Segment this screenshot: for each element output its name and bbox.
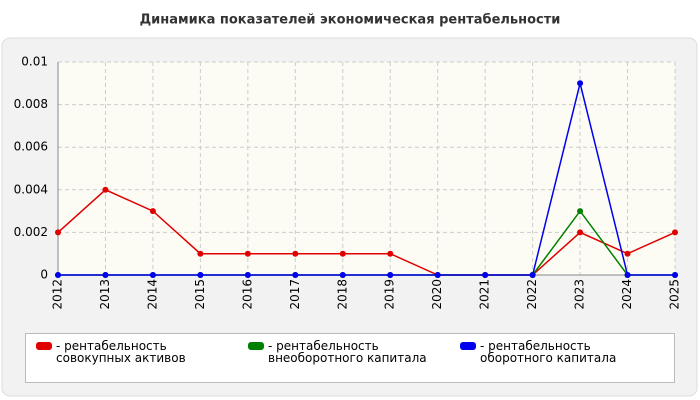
y-tick-label: 0: [40, 268, 48, 282]
data-point: [434, 272, 441, 278]
x-tick-label: 2013: [98, 279, 112, 310]
x-tick-label: 2017: [288, 279, 302, 310]
x-tick-label: 2016: [240, 279, 254, 310]
legend-label: - рентабельность оборотного капитала: [480, 339, 617, 365]
x-tick-label: 2023: [573, 279, 587, 310]
chart-title: Динамика показателей экономическая рента…: [140, 13, 561, 28]
series-line: [58, 83, 675, 276]
data-point: [339, 250, 346, 257]
data-point: [339, 272, 346, 278]
data-point: [387, 272, 394, 278]
x-tick-label: 2025: [668, 279, 682, 310]
x-tick-label: 2018: [335, 279, 349, 310]
x-tick-label: 2015: [193, 279, 207, 310]
data-point: [672, 272, 678, 278]
data-point: [149, 272, 156, 278]
legend-swatch: [36, 342, 52, 350]
x-tick-label: 2020: [430, 279, 444, 310]
data-point: [55, 272, 61, 278]
data-point: [149, 208, 156, 215]
legend-label: - рентабельность внеоборотного капитала: [268, 339, 427, 365]
legend-item: - рентабельность оборотного капитала: [450, 340, 640, 364]
data-point: [55, 229, 61, 236]
legend-swatch: [460, 342, 476, 350]
data-point: [529, 272, 536, 278]
x-tick-label: 2022: [525, 279, 539, 310]
legend-item: - рентабельность совокупных активов: [26, 340, 216, 364]
data-point: [197, 272, 204, 278]
x-tick-label: 2019: [383, 279, 397, 310]
data-point: [672, 229, 678, 236]
data-point: [577, 229, 584, 236]
data-point: [244, 250, 251, 257]
data-point: [482, 272, 489, 278]
data-point: [292, 272, 299, 278]
data-point: [624, 250, 631, 257]
y-tick-label: 0.002: [14, 225, 48, 239]
x-tick-label: 2012: [51, 279, 65, 310]
data-point: [102, 272, 109, 278]
y-tick-label: 0.008: [14, 97, 48, 111]
series-line: [57, 188, 676, 276]
data-point: [102, 186, 109, 193]
y-tick-label: 0.01: [21, 55, 48, 69]
x-tick-label: 2021: [478, 279, 492, 310]
x-tick-label: 2014: [145, 279, 159, 310]
y-tick-label: 0.006: [14, 140, 48, 154]
legend-item: - рентабельность внеоборотного капитала: [238, 340, 428, 364]
data-point: [244, 272, 251, 278]
data-point: [624, 272, 631, 278]
legend-label: - рентабельность совокупных активов: [56, 339, 186, 365]
data-point: [292, 250, 299, 257]
legend: - рентабельность совокупных активов - рен…: [25, 333, 675, 383]
y-tick-label: 0.004: [14, 182, 48, 196]
data-point: [387, 250, 394, 257]
x-tick-label: 2024: [620, 279, 634, 310]
data-point: [197, 250, 204, 257]
data-point: [577, 80, 584, 87]
data-point: [577, 208, 584, 215]
legend-swatch: [248, 342, 264, 350]
